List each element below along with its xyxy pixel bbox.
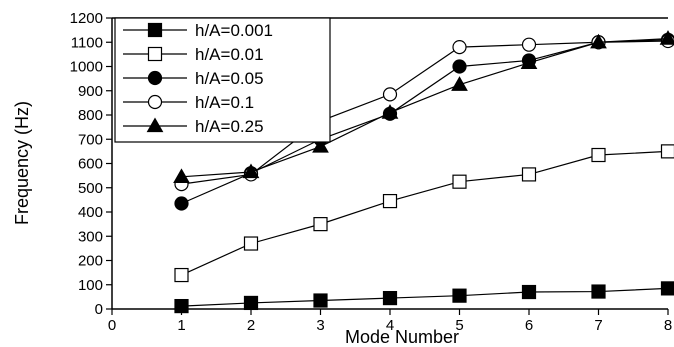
legend-entry: h/A=0.05 xyxy=(123,69,264,88)
series-5 xyxy=(173,30,674,183)
data-point xyxy=(243,236,259,251)
legend-label: h/A=0.1 xyxy=(195,93,254,112)
data-point xyxy=(382,193,398,209)
data-point xyxy=(382,290,398,306)
data-point xyxy=(173,168,190,183)
data-point xyxy=(521,167,537,182)
series-layer xyxy=(173,30,674,314)
data-point xyxy=(174,267,189,283)
data-point xyxy=(452,39,467,55)
legend-label: h/A=0.05 xyxy=(195,69,264,88)
y-tick-label: 1100 xyxy=(71,34,103,51)
legend-marker xyxy=(147,46,163,62)
series-2 xyxy=(174,144,674,283)
y-tick-label: 400 xyxy=(78,204,103,221)
legend-entry: h/A=0.01 xyxy=(123,45,264,64)
legend-marker xyxy=(147,22,163,38)
x-tick-label: 4 xyxy=(386,317,394,334)
data-point xyxy=(591,147,606,163)
legend-marker xyxy=(146,117,164,133)
data-point xyxy=(590,33,607,49)
y-tick-label: 500 xyxy=(78,180,103,197)
y-axis-title: Frequency (Hz) xyxy=(12,101,32,225)
y-tick-label: 1200 xyxy=(70,10,103,27)
data-point xyxy=(591,284,606,299)
y-tick-label: 1000 xyxy=(70,59,103,76)
data-point xyxy=(174,196,189,211)
series-line xyxy=(181,150,669,276)
x-tick-label: 0 xyxy=(108,317,116,334)
legend-marker xyxy=(147,70,163,86)
data-point xyxy=(660,144,674,159)
data-point xyxy=(659,30,674,45)
legend-entry: h/A=0.001 xyxy=(123,21,273,40)
legend: h/A=0.001 h/A=0.01 h/A=0.05 h/A=0.1 h/A=0.25 xyxy=(114,17,331,143)
data-point xyxy=(452,174,467,189)
x-tick-label: 8 xyxy=(664,317,672,334)
data-point xyxy=(452,288,467,303)
y-tick-label: 900 xyxy=(78,83,103,100)
y-tick-label: 100 xyxy=(78,277,103,294)
series-line xyxy=(181,38,669,178)
x-tick-label: 7 xyxy=(594,317,602,334)
x-tick-label: 1 xyxy=(177,317,185,334)
legend-entry: h/A=0.25 xyxy=(123,117,264,136)
series-line xyxy=(181,287,669,307)
legend-marker xyxy=(147,94,163,110)
x-axis-title: Mode Number xyxy=(345,327,459,347)
data-point xyxy=(312,138,329,153)
y-tick-label: 800 xyxy=(78,107,103,124)
legend-label: h/A=0.01 xyxy=(195,45,264,64)
y-tick-label: 0 xyxy=(95,301,103,318)
series-line xyxy=(181,40,669,185)
legend-label: h/A=0.001 xyxy=(195,21,273,40)
x-tick-label: 6 xyxy=(525,317,533,334)
data-point xyxy=(381,104,399,119)
data-point xyxy=(520,54,538,69)
data-point xyxy=(313,217,328,232)
y-tick-label: 200 xyxy=(78,253,103,270)
x-tick-label: 2 xyxy=(247,317,255,334)
data-point xyxy=(521,37,537,52)
data-point xyxy=(243,295,259,311)
data-point xyxy=(660,281,674,296)
data-point xyxy=(521,284,537,300)
legend-label: h/A=0.25 xyxy=(195,117,264,136)
y-tick-label: 600 xyxy=(78,156,103,173)
legend-entry: h/A=0.1 xyxy=(123,93,254,112)
data-point xyxy=(174,298,189,314)
data-point xyxy=(313,293,328,308)
data-point xyxy=(242,163,260,179)
y-tick-label: 300 xyxy=(78,228,103,245)
series-1 xyxy=(174,281,674,314)
data-point xyxy=(451,76,468,91)
axes: 0 100 200 300 400 500 600 700 800 900 1000 1100 1200… xyxy=(70,10,673,334)
data-point xyxy=(452,59,467,74)
data-point xyxy=(382,87,398,102)
y-tick-label: 700 xyxy=(78,131,103,148)
x-tick-label: 3 xyxy=(316,317,324,334)
x-tick-label: 5 xyxy=(455,317,463,334)
